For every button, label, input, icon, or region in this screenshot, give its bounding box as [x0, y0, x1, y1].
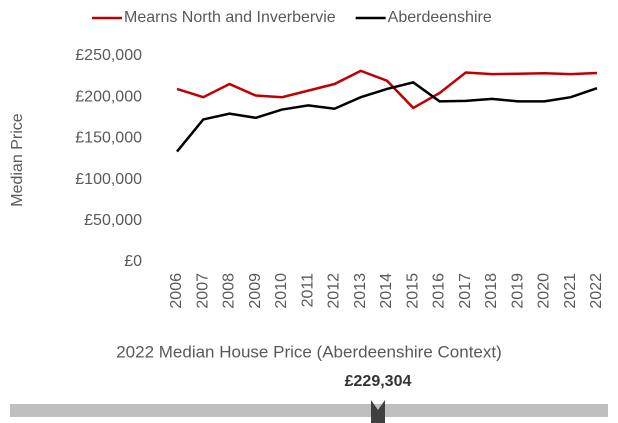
y-tick-label: £100,000 — [75, 171, 142, 188]
x-tick-label: 2015 — [404, 273, 421, 309]
x-tick-label: 2017 — [457, 273, 474, 309]
x-tick-label: 2014 — [378, 273, 395, 309]
x-tick-label: 2008 — [221, 273, 238, 309]
y-axis-label: Median Price — [9, 113, 26, 206]
x-tick-label: 2012 — [326, 273, 343, 309]
x-tick-label: 2021 — [562, 273, 579, 309]
slider-track — [10, 404, 608, 417]
x-tick-label: 2007 — [194, 273, 211, 309]
highlight-title: 2022 Median House Price (Aberdeenshire C… — [116, 342, 502, 361]
highlight-label: £229,304 — [345, 373, 412, 390]
y-tick-label: £0 — [124, 253, 142, 270]
x-tick-label: 2009 — [247, 273, 264, 309]
slider-handle — [371, 400, 385, 423]
y-tick-label: £50,000 — [84, 212, 142, 229]
series-line — [176, 81, 598, 153]
x-tick-label: 2011 — [299, 273, 316, 308]
x-tick-label: 2006 — [168, 273, 185, 309]
x-tick-label: 2013 — [352, 273, 369, 309]
x-tick-label: 2020 — [536, 273, 553, 309]
x-tick-label: 2022 — [588, 273, 605, 309]
legend-label: Aberdeenshire — [388, 9, 492, 26]
x-tick-label: 2010 — [273, 273, 290, 309]
series-line — [176, 69, 598, 110]
x-tick-label: 2018 — [483, 273, 500, 309]
x-tick-label: 2019 — [509, 273, 526, 309]
y-tick-label: £250,000 — [75, 47, 142, 64]
y-tick-label: £150,000 — [75, 130, 142, 147]
y-tick-label: £200,000 — [75, 88, 142, 105]
legend-label: Mearns North and Inverbervie — [124, 9, 336, 26]
x-tick-label: 2016 — [431, 273, 448, 309]
